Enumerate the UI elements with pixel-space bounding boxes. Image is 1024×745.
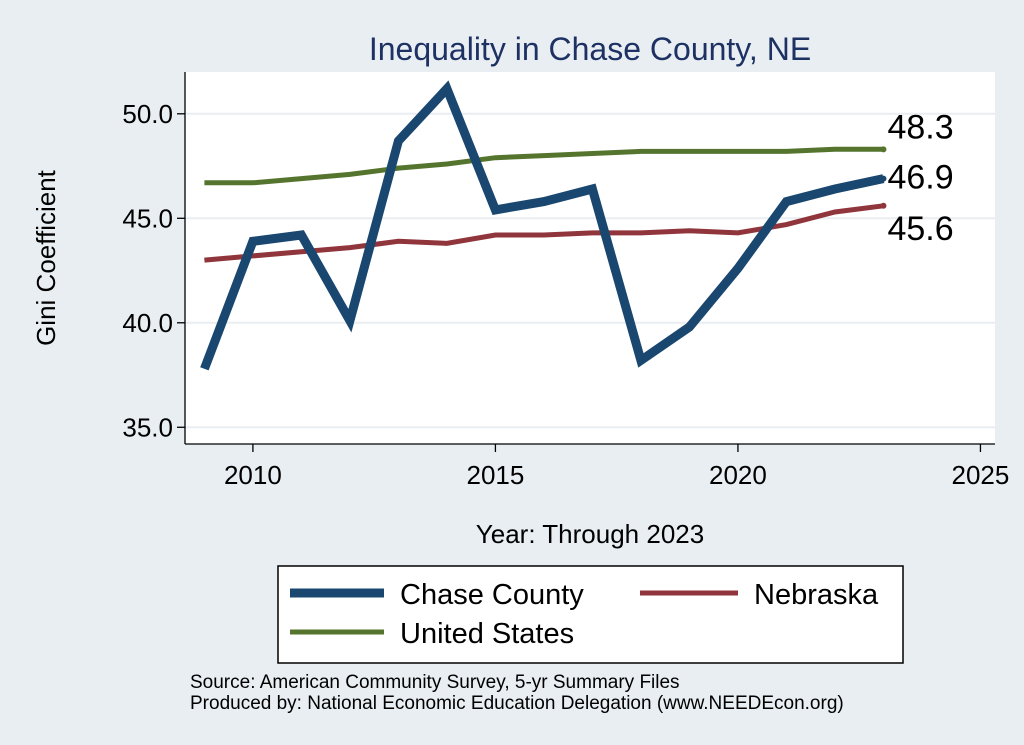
series-line-united-states [204,146,884,186]
source-line-2: Produced by: National Economic Education… [190,693,844,714]
legend-box [277,565,904,664]
end-point-united-states [880,146,887,153]
y-tick-label: 50.0 [122,99,173,129]
x-tick-label: 2015 [466,460,524,490]
gridlines [185,112,995,429]
end-label-united-states: 48.3 [887,108,953,146]
x-axis-label: Year: Through 2023 [476,519,704,549]
chart-title: Inequality in Chase County, NE [369,31,811,67]
legend-label-united-states: United States [400,618,574,650]
y-axis-label: Gini Coefficient [31,169,61,346]
y-tick-label: 45.0 [122,203,173,233]
series-lines [200,80,887,371]
legend: Chase County Nebraska United States [277,565,904,664]
legend-label-nebraska: Nebraska [754,579,879,611]
series-line-chase-county [200,80,885,371]
end-point-nebraska [880,202,887,209]
x-tick-label: 2010 [224,460,282,490]
plot-area [185,72,995,444]
source-line-1: Source: American Community Survey, 5-yr … [190,672,680,693]
axes: 35.0 40.0 45.0 50.0 2010 2015 2020 2025 [122,72,1009,490]
end-label-nebraska: 45.6 [887,210,953,248]
end-point-chase-county [880,175,887,182]
y-tick-label: 40.0 [122,308,173,338]
legend-label-chase-county: Chase County [400,579,584,611]
y-tick-label: 35.0 [122,412,173,442]
x-tick-label: 2025 [952,460,1010,490]
end-label-chase-county: 46.9 [887,159,953,197]
end-labels: 46.9 45.6 48.3 [887,108,953,247]
x-tick-label: 2020 [709,460,767,490]
